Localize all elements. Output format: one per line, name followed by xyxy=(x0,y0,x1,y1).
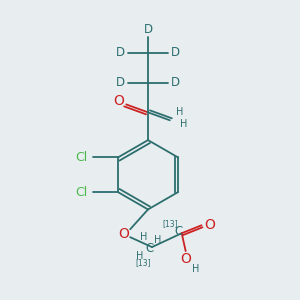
Text: C: C xyxy=(145,242,153,255)
Text: Cl: Cl xyxy=(75,186,88,199)
Text: D: D xyxy=(143,22,153,36)
Text: [13]: [13] xyxy=(135,258,151,267)
Text: H: H xyxy=(136,251,144,261)
Text: H: H xyxy=(154,235,162,245)
Text: D: D xyxy=(116,76,125,89)
Text: H: H xyxy=(192,264,199,274)
Text: O: O xyxy=(180,252,191,266)
Text: [13]: [13] xyxy=(162,219,178,228)
Text: O: O xyxy=(118,227,129,241)
Text: Cl: Cl xyxy=(75,151,88,164)
Text: H: H xyxy=(180,119,188,129)
Text: D: D xyxy=(116,46,125,59)
Text: D: D xyxy=(171,76,180,89)
Text: O: O xyxy=(204,218,215,232)
Text: C: C xyxy=(175,225,183,238)
Text: D: D xyxy=(171,46,180,59)
Text: H: H xyxy=(140,232,148,242)
Text: O: O xyxy=(113,94,124,109)
Text: H: H xyxy=(176,107,183,117)
